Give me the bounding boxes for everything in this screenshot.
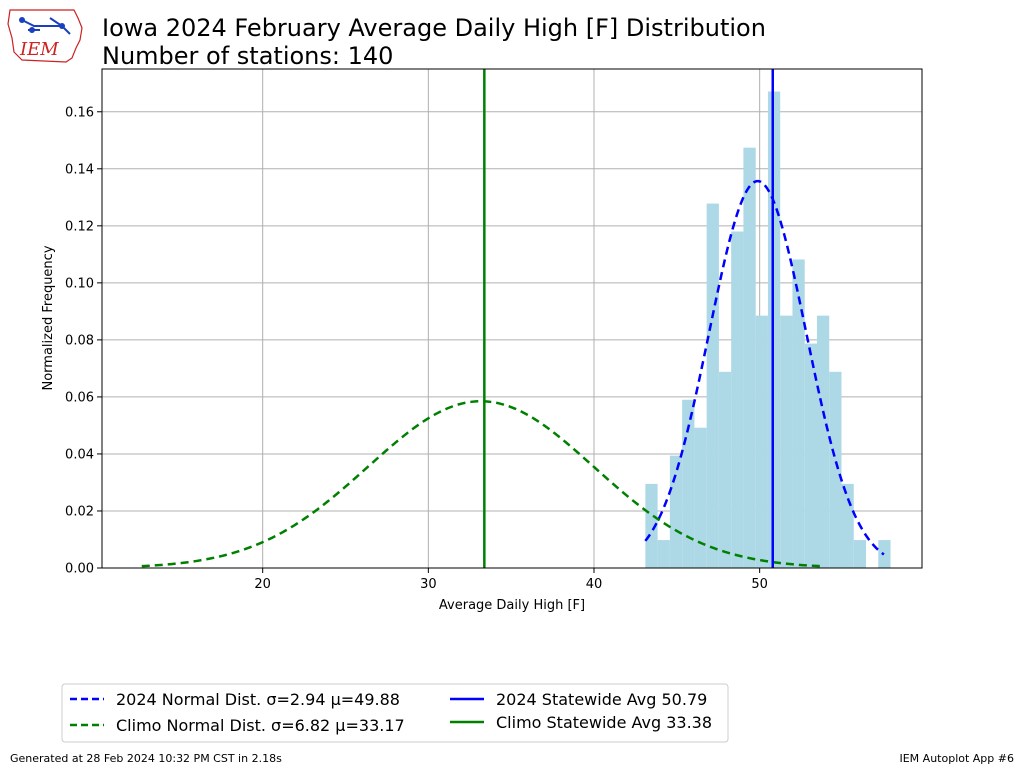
y-tick-label: 0.06	[65, 390, 94, 405]
histogram-bar	[841, 483, 854, 568]
histogram-bar	[731, 231, 744, 568]
histogram-bar	[816, 315, 830, 568]
legend-box	[61, 683, 729, 743]
chart-subtitle: Number of stations: 140	[102, 42, 393, 70]
legend-label-2024-normal: 2024 Normal Dist. σ=2.94 μ=49.88	[116, 690, 400, 709]
histogram-bar	[706, 203, 719, 568]
y-tick-label: 0.02	[65, 504, 94, 519]
histogram-bar	[767, 91, 781, 569]
legend-label-climo-avg: Climo Statewide Avg 33.38	[496, 713, 712, 732]
histogram-bar	[755, 315, 768, 568]
plot-frame	[101, 68, 923, 569]
legend-label-climo-normal: Climo Normal Dist. σ=6.82 μ=33.17	[116, 716, 405, 735]
histogram-bar	[657, 540, 670, 568]
histogram-bar	[804, 343, 817, 568]
chart-title: Iowa 2024 February Average Daily High [F…	[102, 14, 766, 42]
y-tick-label: 0.12	[65, 219, 94, 234]
y-tick-label: 0.08	[65, 333, 94, 348]
plot-area: 20 30 40 50 0.00 0.02 0.04 0.06 0.08 0.10 0.12 0.14…	[65, 68, 923, 592]
logo-text: IEM	[19, 39, 59, 60]
y-tick-label: 0.16	[65, 105, 94, 120]
histogram-bar	[878, 540, 891, 568]
x-tick-label: 20	[254, 577, 271, 592]
histogram-bar	[780, 315, 793, 568]
footer-app: IEM Autoplot App #6	[899, 752, 1014, 765]
y-axis-label: Normalized Frequency	[41, 245, 56, 390]
x-axis-label: Average Daily High [F]	[439, 598, 585, 613]
legend: 2024 Normal Dist. σ=2.94 μ=49.88 Climo N…	[61, 683, 729, 743]
normal-curve-0	[644, 179, 885, 556]
x-tick-label: 30	[420, 577, 437, 592]
histogram-bar	[853, 540, 867, 568]
x-tick-label: 40	[586, 577, 603, 592]
y-tick-label: 0.10	[65, 276, 94, 291]
histogram-bar	[669, 455, 683, 568]
histogram-bar	[718, 371, 732, 568]
histogram-bar	[792, 259, 805, 568]
y-tick-label: 0.00	[65, 562, 94, 577]
footer-generated: Generated at 28 Feb 2024 10:32 PM CST in…	[10, 752, 282, 765]
legend-label-2024-avg: 2024 Statewide Avg 50.79	[496, 690, 707, 709]
iem-logo: IEM	[7, 9, 83, 63]
histogram-bar	[694, 427, 707, 568]
histogram-bar	[829, 371, 842, 568]
y-tick-label: 0.14	[65, 162, 94, 177]
y-tick-label: 0.04	[65, 447, 94, 462]
histogram-bar	[743, 147, 756, 568]
histogram-bar	[645, 483, 658, 568]
x-tick-label: 50	[751, 577, 768, 592]
